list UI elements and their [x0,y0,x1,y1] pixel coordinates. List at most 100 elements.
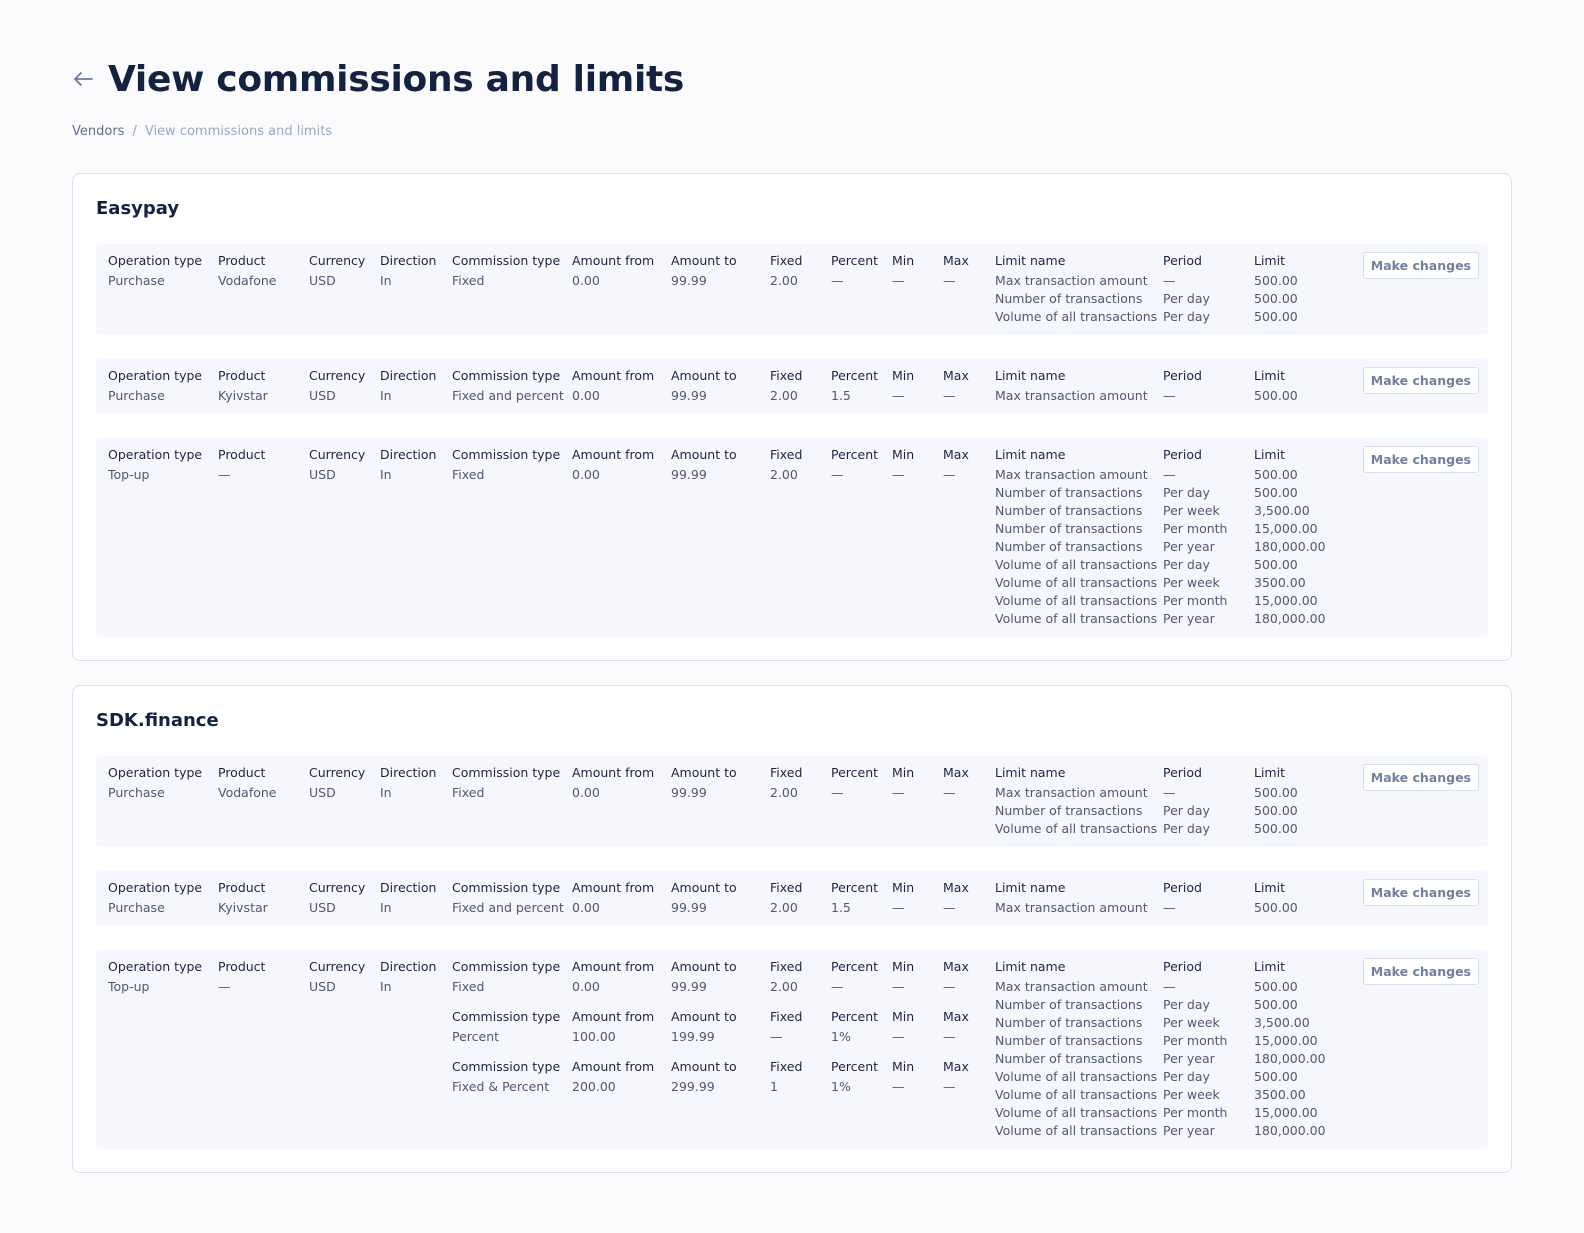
product-cell: Product Vodafone [218,252,309,326]
direction-label: Direction [380,253,437,268]
fixed-cell: Fixed 2.00 [770,879,831,917]
operation-type-label: Operation type [108,880,203,895]
percent-value: — [831,273,844,288]
direction-cell: Direction In [380,446,452,628]
max-value: — [943,979,956,994]
commission-type-label: Commission type [452,447,561,462]
commission-type-cell: Commission type Fixed and percent [452,879,572,917]
amount-to-value: 99.99 [671,900,707,915]
commission-row: Operation type Purchase Product Vodafone… [96,244,1488,335]
direction-cell: Direction In [380,879,452,917]
limits-table: Limit name Max transaction amount Period —… [995,367,1354,405]
breadcrumb-current: View commissions and limits [144,124,333,139]
make-changes-button[interactable]: Make changes [1362,764,1479,791]
operation-type-cell: Operation type Purchase [108,764,218,838]
direction-label: Direction [380,959,437,974]
amount-from-cell: Amount from 0.00 [572,879,671,917]
period-label: Period [1163,765,1202,780]
amount-to-cell: Amount to 99.99 [671,879,770,917]
commission-entry: Commission type Fixed and percent Amount… [452,367,995,405]
operation-type-label: Operation type [108,447,203,462]
fixed-cell: Fixed 2.00 [770,446,831,484]
period-value: — [1163,785,1176,800]
product-cell: Product Kyivstar [218,367,309,405]
make-changes-button[interactable]: Make changes [1362,879,1479,906]
make-changes-button[interactable]: Make changes [1362,958,1479,985]
commission-type-cell: Commission type Fixed [452,446,572,484]
limit-name-value: Max transaction amount [995,785,1148,800]
min-cell: Min — [892,446,943,484]
amount-to-cell: Amount to 99.99 [671,958,770,996]
max-value: — [943,900,956,915]
fixed-cell: Fixed 2.00 [770,367,831,405]
direction-value: In [380,900,392,915]
operation-type-label: Operation type [108,765,203,780]
limit-name-value: Volume of all transactions [995,593,1158,608]
limit-value: 500.00 [1254,785,1298,800]
arrow-left-icon[interactable] [72,68,94,90]
period-label: Period [1163,880,1202,895]
amount-from-label: Amount from [572,447,655,462]
max-label: Max [943,765,969,780]
limits-table: Limit name Max transaction amount Number o… [995,958,1354,1140]
commission-type-value: Fixed [452,979,485,994]
direction-value: In [380,785,392,800]
make-changes-button[interactable]: Make changes [1362,446,1479,473]
period-label: Period [1163,959,1202,974]
min-label: Min [892,447,915,462]
limit-name-label: Limit name [995,447,1066,462]
min-label: Min [892,368,915,383]
limit-value: 500.00 [1254,273,1298,288]
breadcrumb-vendors[interactable]: Vendors [72,124,125,139]
operation-type-value: Top-up [108,467,150,482]
limit-value: 500.00 [1254,467,1298,482]
amount-from-label: Amount from [572,765,655,780]
commission-entry: Commission type Fixed Amount from 0.00 A… [452,446,995,484]
direction-label: Direction [380,765,437,780]
amount-from-value: 0.00 [572,467,600,482]
vendor-card: SDK.finance Operation type Purchase Prod… [72,685,1512,1173]
amount-to-value: 299.99 [671,1079,715,1094]
fixed-label: Fixed [770,1059,803,1074]
max-cell: Max — [943,1008,995,1046]
product-cell: Product Vodafone [218,764,309,838]
limit-name-value: Volume of all transactions [995,575,1158,590]
min-label: Min [892,880,915,895]
limits-table: Limit name Max transaction amount Number o… [995,446,1354,628]
percent-cell: Percent — [831,252,892,290]
amount-to-label: Amount to [671,1059,737,1074]
max-cell: Max — [943,1058,995,1096]
min-value: — [892,785,905,800]
operation-type-label: Operation type [108,959,203,974]
commission-type-value: Fixed and percent [452,388,564,403]
max-label: Max [943,253,969,268]
fixed-value: 2.00 [770,388,798,403]
max-cell: Max — [943,879,995,917]
min-cell: Min — [892,879,943,917]
product-value: — [218,467,231,482]
fixed-cell: Fixed 2.00 [770,764,831,802]
limit-name-value: Number of transactions [995,539,1143,554]
currency-label: Currency [309,447,366,462]
make-changes-button[interactable]: Make changes [1362,367,1479,394]
amount-to-label: Amount to [671,880,737,895]
limit-label: Limit [1254,959,1285,974]
limit-name-value: Number of transactions [995,291,1143,306]
currency-cell: Currency USD [309,958,380,1140]
currency-cell: Currency USD [309,367,380,405]
max-label: Max [943,1059,969,1074]
percent-label: Percent [831,1009,879,1024]
limit-name-value: Volume of all transactions [995,1087,1158,1102]
limit-column: Limit 500.00 500.00 3,500.00 15,000.00 180,00… [1254,958,1354,1140]
percent-label: Percent [831,880,879,895]
commission-type-label: Commission type [452,368,561,383]
currency-value: USD [309,785,336,800]
direction-cell: Direction In [380,958,452,1140]
limit-name-value: Volume of all transactions [995,611,1158,626]
limit-name-value: Max transaction amount [995,979,1148,994]
limit-value: 15,000.00 [1254,521,1318,536]
currency-label: Currency [309,253,366,268]
make-changes-button[interactable]: Make changes [1362,252,1479,279]
max-value: — [943,388,956,403]
